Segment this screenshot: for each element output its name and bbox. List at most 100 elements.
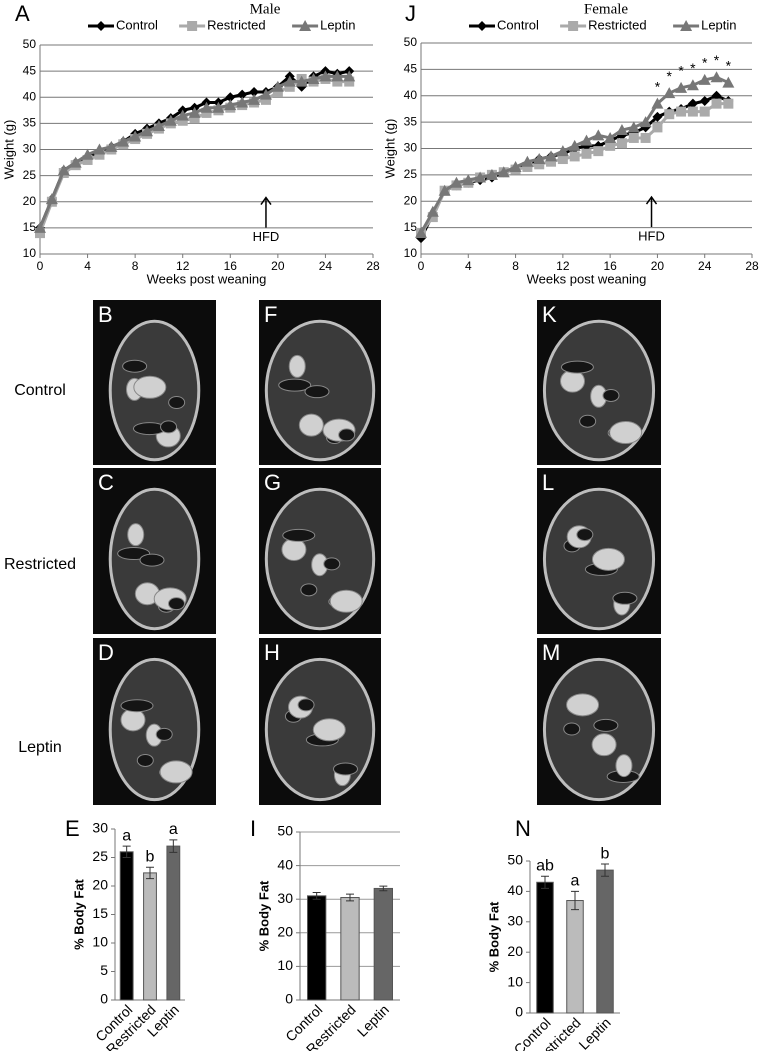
data-point <box>295 75 308 87</box>
mri-organ <box>323 557 341 571</box>
data-point <box>533 153 546 165</box>
error-bar <box>169 839 178 853</box>
mri-organ <box>615 754 633 778</box>
data-point <box>687 106 698 117</box>
data-point <box>593 146 604 157</box>
significance-star: * <box>726 57 732 73</box>
significance-star: * <box>678 63 684 79</box>
y-tick-label: 30 <box>23 142 37 156</box>
data-point <box>105 140 118 152</box>
data-point <box>652 111 663 122</box>
error-bar <box>541 875 549 889</box>
x-axis-label: Weeks post weaning <box>147 271 267 286</box>
row-label: Restricted <box>4 556 76 573</box>
data-point <box>259 88 272 100</box>
legend-label: Control <box>116 17 158 32</box>
significance-letter: a <box>571 873 580 890</box>
y-tick-label: 10 <box>23 246 37 260</box>
error-bar <box>346 893 354 902</box>
mri-organ <box>591 547 625 571</box>
data-point <box>676 106 687 117</box>
legend-marker <box>477 21 487 31</box>
data-point <box>93 143 106 155</box>
data-point <box>687 98 698 109</box>
arrow-head <box>260 196 272 206</box>
data-point <box>722 76 735 88</box>
x-tick-label: 0 <box>37 259 44 273</box>
mri-organ <box>312 718 346 742</box>
data-point <box>652 122 663 133</box>
data-point <box>426 205 439 217</box>
x-tick-label: 24 <box>319 259 333 273</box>
x-tick-label: 16 <box>603 259 617 273</box>
mri-organ <box>139 553 165 567</box>
significance-letter: a <box>169 821 178 838</box>
mri-organ <box>167 597 185 611</box>
error-bar <box>146 866 154 880</box>
data-point <box>711 98 722 109</box>
y-tick-label: 50 <box>23 37 37 51</box>
x-tick-label: 20 <box>651 259 665 273</box>
data-point <box>627 121 640 133</box>
y-tick-label: 10 <box>92 934 108 950</box>
y-tick-label: 20 <box>404 193 418 207</box>
mri-organ <box>300 583 318 597</box>
mri-organ <box>120 699 154 713</box>
data-point <box>698 73 711 85</box>
data-point <box>640 132 651 143</box>
significance-letter: a <box>122 827 131 844</box>
mri-organ <box>159 760 193 784</box>
significance-letter: b <box>601 845 610 862</box>
y-tick-label: 20 <box>507 943 523 959</box>
mri-organ <box>297 698 315 712</box>
arrow-head <box>645 195 658 205</box>
significance-letter: ab <box>536 857 554 874</box>
data-point <box>237 89 248 100</box>
data-point <box>129 130 142 142</box>
data-point <box>723 98 734 109</box>
data-point <box>188 106 201 118</box>
y-tick-label: 30 <box>92 820 108 836</box>
data-point <box>415 226 427 238</box>
data-point <box>176 109 189 121</box>
x-tick-label: 8 <box>512 259 519 273</box>
x-tick-label: 24 <box>698 259 712 273</box>
significance-star: * <box>702 55 708 71</box>
series-line <box>419 102 729 234</box>
bar <box>307 895 327 1001</box>
data-point <box>34 221 46 233</box>
mri-organ <box>120 708 146 732</box>
annotation-text: HFD <box>638 228 665 243</box>
x-axis-label: Weeks post weaning <box>527 271 647 286</box>
panel-label: B <box>98 302 113 327</box>
data-point <box>639 116 652 128</box>
mri-organ <box>136 753 154 767</box>
data-point <box>307 72 320 84</box>
bar <box>566 900 584 1014</box>
legend-label: Restricted <box>588 17 647 32</box>
data-point <box>141 125 154 137</box>
data-point <box>164 114 177 126</box>
data-point <box>556 145 569 157</box>
data-point <box>81 148 94 160</box>
legend-marker <box>568 21 579 31</box>
mri-organ <box>333 762 359 776</box>
legend-label: Control <box>497 17 539 32</box>
x-tick-label: Leptin <box>354 1001 392 1039</box>
error-bar <box>601 863 609 877</box>
row-label: Control <box>14 382 66 399</box>
x-tick-label: Leptin <box>575 1014 613 1051</box>
x-tick-label: 4 <box>465 259 472 273</box>
y-axis-label: % Body Fat <box>71 878 86 949</box>
data-point <box>117 135 130 147</box>
data-point <box>200 101 213 113</box>
data-point <box>236 96 249 108</box>
bar <box>143 872 157 1001</box>
data-point <box>485 168 498 180</box>
y-tick-label: 25 <box>92 848 108 864</box>
y-tick-label: 0 <box>285 991 293 1007</box>
data-point <box>450 176 463 188</box>
x-tick-label: 20 <box>271 259 285 273</box>
bar <box>373 887 393 1001</box>
data-point <box>651 97 664 109</box>
